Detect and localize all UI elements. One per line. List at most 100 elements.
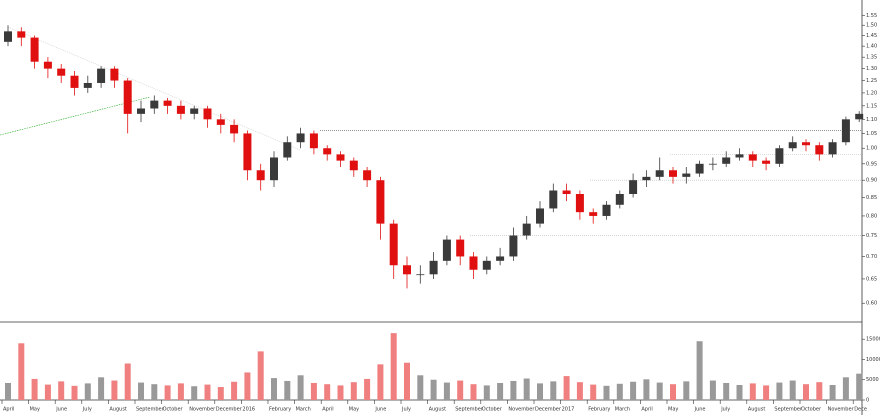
y-tick-label: 1.45 xyxy=(866,33,877,39)
volume-bar xyxy=(443,382,450,400)
volume-bar xyxy=(18,343,25,400)
volume-bar xyxy=(350,382,357,400)
volume-bar xyxy=(550,381,557,400)
candle-body xyxy=(323,148,332,155)
volume-bar xyxy=(124,363,131,400)
volume-bar xyxy=(656,382,663,400)
x-tick-label: May xyxy=(349,407,359,413)
x-tick-label: August xyxy=(109,407,127,413)
candle-body xyxy=(642,176,651,181)
candle-body xyxy=(256,170,265,181)
candle-body xyxy=(349,160,358,171)
candle-body xyxy=(270,157,278,181)
volume-bar xyxy=(842,377,849,400)
x-tick-label: May xyxy=(668,407,678,413)
y-tick-label: 0.95 xyxy=(866,161,877,167)
x-tick-label: Dece xyxy=(854,407,867,413)
candle-body xyxy=(203,108,212,120)
volume-bar xyxy=(816,382,823,400)
x-tick-label: June xyxy=(55,407,67,413)
candle-body xyxy=(496,256,505,261)
candle-body xyxy=(469,256,478,270)
volume-bar xyxy=(98,377,105,400)
volume-bar xyxy=(257,351,264,400)
candle-body xyxy=(137,108,145,114)
x-tick-label: March xyxy=(296,407,311,413)
candle-body xyxy=(655,170,664,177)
volume-bar xyxy=(71,385,78,400)
candle-body xyxy=(562,190,571,194)
volume-bar xyxy=(483,385,490,400)
candle-body xyxy=(70,75,79,88)
candle-body xyxy=(695,163,704,174)
x-tick-label: August xyxy=(748,407,766,413)
volume-bar xyxy=(736,385,743,400)
volume-bar xyxy=(749,383,756,400)
candle-body xyxy=(416,274,425,276)
candle-body xyxy=(748,154,757,161)
y-tick-label: 1.15 xyxy=(866,103,877,109)
volume-bar xyxy=(31,378,38,400)
volume-bar xyxy=(58,381,65,400)
volume-bar xyxy=(523,378,530,400)
volume-bar xyxy=(776,382,783,400)
y-tick-label: 0.60 xyxy=(866,301,877,307)
volume-bar xyxy=(709,380,716,400)
x-tick-label: September xyxy=(136,407,165,413)
candle-body xyxy=(602,204,611,216)
volume-bar xyxy=(84,383,91,400)
volume-bar xyxy=(470,384,477,400)
volume-bar xyxy=(310,382,317,400)
candle-body xyxy=(97,68,106,83)
volume-bar xyxy=(377,364,384,400)
volume-bar xyxy=(204,384,211,400)
candle-body xyxy=(123,80,132,114)
candle-body xyxy=(4,31,12,42)
y-tick-label: 0.75 xyxy=(866,233,877,239)
x-tick-label: December xyxy=(216,407,243,413)
volume-bar xyxy=(324,384,331,400)
x-tick-label: October xyxy=(482,407,503,413)
volume-bar xyxy=(803,384,809,400)
y-tick-label: 1.55 xyxy=(866,13,877,19)
candle-body xyxy=(30,37,39,62)
candle-body xyxy=(376,180,385,224)
volume-bar xyxy=(856,373,863,400)
x-tick-label: August xyxy=(429,407,447,413)
x-tick-label: May xyxy=(30,407,40,413)
volume-bar xyxy=(563,376,570,400)
y-tick-label: 1.30 xyxy=(866,66,877,72)
candle-body xyxy=(243,133,252,171)
volume-bar xyxy=(616,383,623,400)
volume-bar xyxy=(390,333,397,400)
candle-body xyxy=(17,31,26,38)
candle-body xyxy=(150,100,159,109)
volume-tick-label: 5000 xyxy=(866,377,879,383)
y-tick-label: 1.35 xyxy=(866,55,877,61)
x-tick-label: July xyxy=(720,407,730,413)
volume-bar xyxy=(457,380,464,400)
candle-body xyxy=(775,148,784,164)
x-tick-label: October xyxy=(163,407,184,413)
volume-bar xyxy=(231,381,238,400)
volume-bar xyxy=(297,375,304,400)
candle-body xyxy=(722,157,731,164)
candle-body xyxy=(389,223,398,266)
candle-body xyxy=(669,170,677,177)
y-tick-label: 1.50 xyxy=(866,23,877,29)
volume-bar xyxy=(430,379,437,400)
x-tick-label: November xyxy=(508,407,535,413)
x-tick-label: November xyxy=(189,407,216,413)
candle-body xyxy=(522,223,531,236)
candle-body xyxy=(403,265,411,275)
volume-bar xyxy=(404,362,410,400)
y-tick-label: 1.25 xyxy=(866,78,877,84)
candle-body xyxy=(43,61,52,69)
volume-bar xyxy=(603,385,610,400)
trend-line xyxy=(7,26,301,151)
x-tick-label: July xyxy=(82,407,92,413)
x-tick-label: September xyxy=(774,407,803,413)
candle-body xyxy=(575,193,584,213)
volume-tick-label: 15000 xyxy=(866,337,880,343)
